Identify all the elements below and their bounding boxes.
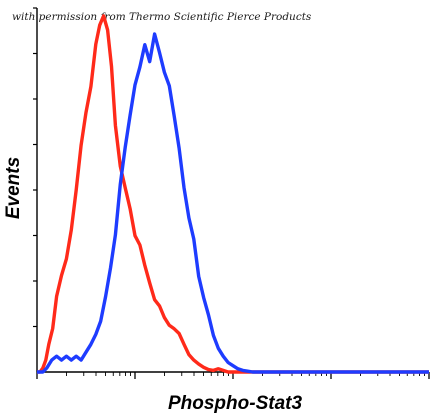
x-axis-ticks <box>36 372 430 379</box>
credit-text: with permission from Thermo Scientific P… <box>12 11 312 23</box>
y-axis-ticks <box>33 7 37 328</box>
axes <box>36 8 429 373</box>
x-axis-label: Phospho-Stat3 <box>168 393 302 414</box>
histogram-series <box>37 14 429 374</box>
y-axis-label: Events <box>3 157 24 219</box>
series-line-blue <box>37 32 429 374</box>
series-line-red <box>37 14 429 374</box>
